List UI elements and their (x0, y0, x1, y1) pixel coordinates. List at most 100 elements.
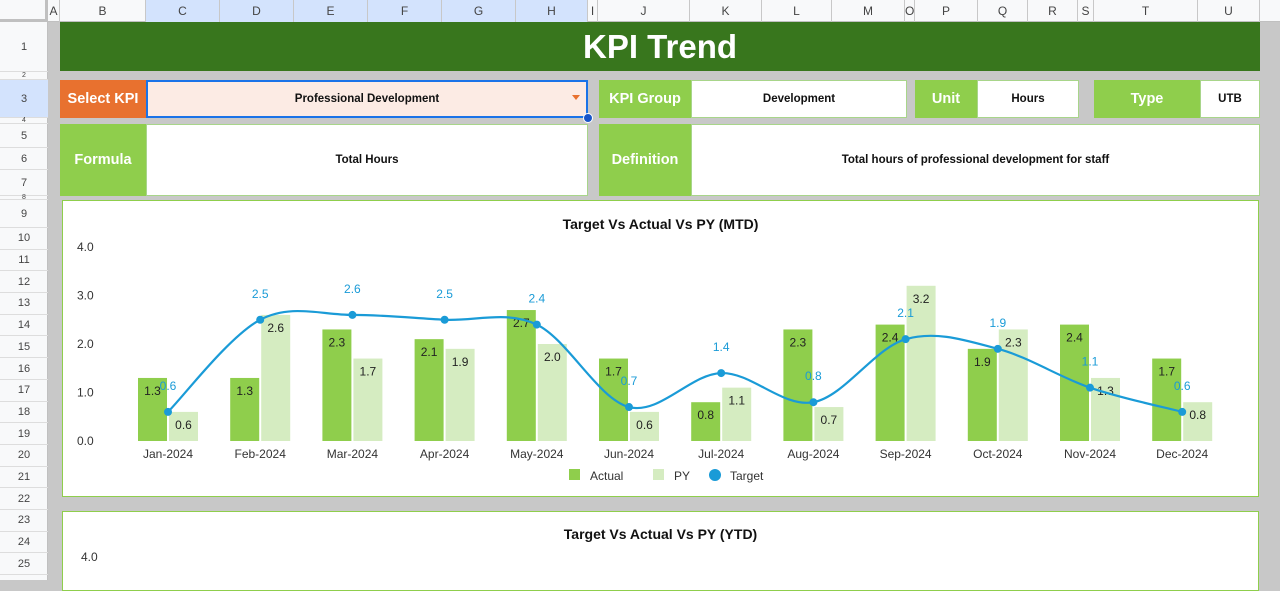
target-point (625, 403, 633, 412)
row-header-11[interactable]: 11 (0, 250, 48, 272)
x-tick-label: Feb-2024 (235, 447, 287, 461)
row-header-12[interactable]: 12 (0, 271, 48, 294)
column-header-O[interactable]: O (905, 0, 915, 22)
py-data-label: 2.6 (267, 321, 284, 335)
target-point (532, 320, 541, 329)
x-tick-label: Apr-2024 (420, 447, 470, 461)
column-header-P[interactable]: P (915, 0, 978, 22)
column-header-T[interactable]: T (1094, 0, 1198, 22)
mtd-chart[interactable]: Target Vs Actual Vs PY (MTD) 0.0 1.0 2.0 3.… (62, 200, 1259, 497)
target-data-label: 2.1 (897, 306, 914, 320)
row-header-15[interactable]: 15 (0, 337, 48, 359)
column-header-S[interactable]: S (1078, 0, 1094, 22)
target-data-label: 1.1 (1082, 355, 1099, 369)
column-header-G[interactable]: G (442, 0, 516, 22)
actual-bar (414, 339, 444, 441)
actual-bar (875, 324, 905, 441)
row-header-17[interactable]: 17 (0, 380, 48, 402)
column-header-J[interactable]: J (598, 0, 690, 22)
column-header-Q[interactable]: Q (978, 0, 1028, 22)
row-header-2[interactable]: 2 (0, 72, 48, 80)
page-title: KPI Trend (60, 22, 1260, 71)
row-header-25[interactable]: 25 (0, 554, 48, 576)
actual-data-label: 2.3 (329, 335, 346, 349)
column-header-D[interactable]: D (220, 0, 294, 22)
x-tick-label: Jul-2024 (698, 447, 744, 461)
column-header-E[interactable]: E (294, 0, 368, 22)
target-line (167, 309, 1183, 413)
row-header-23[interactable]: 23 (0, 510, 48, 532)
row-header-14[interactable]: 14 (0, 315, 48, 337)
selection-fill-handle[interactable] (583, 113, 593, 123)
column-header-H[interactable]: H (516, 0, 588, 22)
row-header-24[interactable]: 24 (0, 532, 48, 554)
row-header-21[interactable]: 21 (0, 467, 48, 489)
kpi-select-value: Professional Development (294, 93, 440, 105)
actual-bar (230, 377, 260, 441)
py-data-label: 3.2 (913, 292, 930, 306)
mtd-chart-plot: 0.01.02.03.04.01.30.6Jan-20241.32.6Feb-2… (77, 240, 1213, 483)
unit-label: Unit (915, 80, 977, 118)
row-header-9[interactable]: 9 (0, 200, 48, 228)
select-kpi-label: Select KPI (60, 80, 146, 118)
column-header-B[interactable]: B (60, 0, 146, 22)
row-header-5[interactable]: 5 (0, 124, 48, 148)
column-header-L[interactable]: L (762, 0, 832, 22)
target-data-label: 0.7 (621, 374, 638, 388)
row-header-13[interactable]: 13 (0, 293, 48, 315)
row-header-8[interactable]: 8 (0, 194, 48, 201)
target-point (993, 344, 1002, 353)
row-header-19[interactable]: 19 (0, 423, 48, 445)
py-bar (906, 285, 936, 441)
target-point (1178, 407, 1187, 416)
column-header-K[interactable]: K (690, 0, 762, 22)
row-header-bar: 1 2 3 4 5 6 7 8 9 10 11 12 13 14 15 16 17 18 19 20 21 22 23 24 2… (0, 22, 48, 580)
row-header-16[interactable]: 16 (0, 358, 48, 380)
x-tick-label: Aug-2024 (787, 447, 839, 461)
target-point (348, 310, 357, 319)
y-tick-label: 1.0 (77, 386, 94, 400)
py-data-label: 1.9 (452, 355, 469, 369)
row-header-20[interactable]: 20 (0, 445, 48, 467)
column-header-U[interactable]: U (1198, 0, 1260, 22)
row-header-10[interactable]: 10 (0, 228, 48, 250)
py-bar (353, 358, 383, 441)
column-header-C[interactable]: C (146, 0, 220, 22)
actual-bar (322, 329, 352, 441)
y-tick-label: 0.0 (77, 434, 94, 448)
dropdown-arrow-icon[interactable] (572, 95, 580, 100)
x-tick-label: Jan-2024 (143, 447, 193, 461)
row-header-22[interactable]: 22 (0, 488, 48, 511)
row-header-7[interactable]: 7 (0, 170, 48, 196)
target-point (901, 335, 910, 344)
mtd-chart-title: Target Vs Actual Vs PY (MTD) (562, 216, 759, 232)
row-header-6[interactable]: 6 (0, 148, 48, 170)
column-header-I[interactable]: I (588, 0, 598, 22)
row-header-18[interactable]: 18 (0, 402, 48, 424)
target-data-label: 0.6 (160, 379, 177, 393)
py-bar (1183, 402, 1213, 441)
select-all-corner[interactable] (0, 0, 48, 22)
py-bar (537, 344, 567, 441)
py-data-label: 0.6 (175, 418, 192, 432)
x-tick-label: Mar-2024 (327, 447, 379, 461)
column-header-M[interactable]: M (832, 0, 905, 22)
py-data-label: 1.7 (360, 365, 377, 379)
column-header-R[interactable]: R (1028, 0, 1078, 22)
actual-data-label: 1.7 (605, 365, 622, 379)
kpi-select-dropdown[interactable]: Professional Development (146, 80, 588, 118)
row-header-1[interactable]: 1 (0, 22, 48, 72)
ytd-chart[interactable]: Target Vs Actual Vs PY (YTD) 4.0 (62, 511, 1259, 591)
column-header-F[interactable]: F (368, 0, 442, 22)
py-bar (722, 387, 752, 441)
column-header-A[interactable]: A (48, 0, 60, 22)
target-point (440, 315, 449, 324)
row-header-3[interactable]: 3 (0, 80, 48, 118)
py-data-label: 2.0 (544, 350, 561, 364)
target-data-label: 0.8 (805, 369, 822, 383)
row-header-4[interactable]: 4 (0, 117, 48, 124)
actual-data-label: 0.8 (697, 408, 714, 422)
target-data-label: 0.6 (1174, 379, 1191, 393)
legend-label-py: PY (674, 469, 690, 483)
